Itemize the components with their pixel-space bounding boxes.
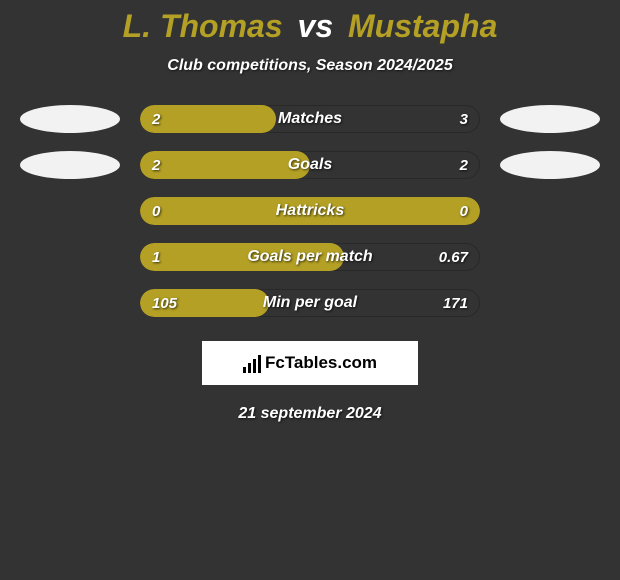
stat-label: Goals per match [140,243,480,271]
stat-row: 23Matches [0,105,620,133]
player2-marker [500,105,600,133]
date-text: 21 september 2024 [0,405,620,423]
player1-name: L. Thomas [123,8,283,44]
stat-label: Hattricks [140,197,480,225]
stat-label: Goals [140,151,480,179]
player2-marker [500,151,600,179]
stat-row: 00Hattricks [0,197,620,225]
player2-name: Mustapha [348,8,497,44]
title: L. Thomas vs Mustapha [0,8,620,45]
stat-bar: 23Matches [140,105,480,133]
player1-marker [20,105,120,133]
stats-list: 23Matches 22Goals 00Hattricks 10.67Goals pe… [0,105,620,317]
stat-label: Matches [140,105,480,133]
comparison-widget: L. Thomas vs Mustapha Club competitions,… [0,0,620,423]
stat-row: 105171Min per goal [0,289,620,317]
subtitle: Club competitions, Season 2024/2025 [0,57,620,75]
logo-box[interactable]: FcTables.com [202,341,418,385]
stat-bar: 22Goals [140,151,480,179]
stat-bar: 00Hattricks [140,197,480,225]
stat-label: Min per goal [140,289,480,317]
stat-row: 22Goals [0,151,620,179]
bar-chart-icon [243,353,261,373]
stat-bar: 105171Min per goal [140,289,480,317]
player1-marker [20,151,120,179]
stat-row: 10.67Goals per match [0,243,620,271]
stat-bar: 10.67Goals per match [140,243,480,271]
logo-text: FcTables.com [265,353,377,373]
vs-text: vs [298,8,334,44]
